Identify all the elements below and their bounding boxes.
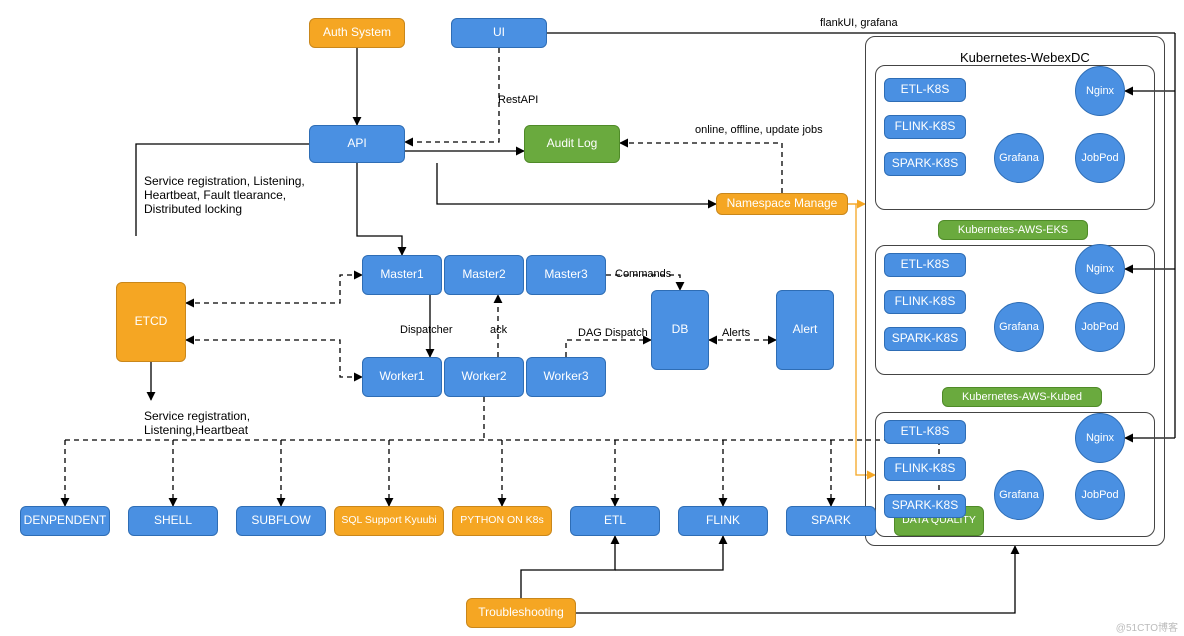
diagram-stage: Kubernetes-WebexDC Kubernetes-AWS-EKS Kube… [0,0,1184,636]
node-c1-nginx: Nginx [1075,66,1125,116]
node-auth-system: Auth System [309,18,405,48]
node-master2: Master2 [444,255,524,295]
node-c2-etl: ETL-K8S [884,253,966,277]
node-namespace-manage: Namespace Manage [716,193,848,215]
node-etcd: ETCD [116,282,186,362]
node-dependent: DENPENDENT [20,506,110,536]
edge-e-ui-api [405,48,499,142]
edge-e-ts-up2 [615,536,723,570]
node-master3: Master3 [526,255,606,295]
label-l-commands: Commands [615,268,671,280]
node-shell: SHELL [128,506,218,536]
node-alert: Alert [776,290,834,370]
label-l-svc1: Service registration, Listening, Heartbe… [144,174,305,216]
node-master1: Master1 [362,255,442,295]
label-l-alerts: Alerts [722,327,750,339]
edge-e-etcd-ms [186,275,362,303]
node-flink: FLINK [678,506,768,536]
bar-eks: Kubernetes-AWS-EKS [938,220,1088,240]
node-c3-etl: ETL-K8S [884,420,966,444]
node-c3-grafana: Grafana [994,470,1044,520]
node-c2-grafana: Grafana [994,302,1044,352]
label-l-restapi: RestAPI [498,94,538,106]
edge-e-ts-up [521,536,615,598]
label-l-jobs: online, offline, update jobs [695,124,823,136]
cluster-title: Kubernetes-WebexDC [960,50,1090,65]
node-c3-spark: SPARK-K8S [884,494,966,518]
node-troubleshooting: Troubleshooting [466,598,576,628]
node-sql-support: SQL Support Kyuubi [334,506,444,536]
node-c1-flink: FLINK-K8S [884,115,966,139]
node-audit-log: Audit Log [524,125,620,163]
edge-e-ns-audit [620,143,782,193]
node-worker3: Worker3 [526,357,606,397]
edge-e-etcd-wk [186,340,362,377]
node-api: API [309,125,405,163]
edge-e-api-ns [437,163,716,204]
node-c1-etl: ETL-K8S [884,78,966,102]
node-etl: ETL [570,506,660,536]
label-l-dispatcher: Dispatcher [400,324,453,336]
label-l-dag: DAG Dispatch [578,327,648,339]
edge-e-api-master [357,163,402,255]
watermark: @51CTO博客 [1116,619,1178,634]
label-l-ack: ack [490,324,507,336]
node-c2-jobpod: JobPod [1075,302,1125,352]
node-c3-flink: FLINK-K8S [884,457,966,481]
node-c1-jobpod: JobPod [1075,133,1125,183]
node-c1-grafana: Grafana [994,133,1044,183]
label-l-flankui: flankUI, grafana [820,17,898,29]
edge-e-dag [566,340,651,357]
node-worker2: Worker2 [444,357,524,397]
node-db: DB [651,290,709,370]
node-c2-nginx: Nginx [1075,244,1125,294]
label-l-svc2: Service registration, Listening,Heartbea… [144,409,250,437]
node-c1-spark: SPARK-K8S [884,152,966,176]
node-c2-flink: FLINK-K8S [884,290,966,314]
node-c3-nginx: Nginx [1075,413,1125,463]
node-c3-jobpod: JobPod [1075,470,1125,520]
node-ui: UI [451,18,547,48]
node-worker1: Worker1 [362,357,442,397]
node-subflow: SUBFLOW [236,506,326,536]
node-c2-spark: SPARK-K8S [884,327,966,351]
node-spark: SPARK [786,506,876,536]
edge-e-ts-right [576,546,1015,613]
bar-kubed: Kubernetes-AWS-Kubed [942,387,1102,407]
node-python-k8s: PYTHON ON K8s [452,506,552,536]
